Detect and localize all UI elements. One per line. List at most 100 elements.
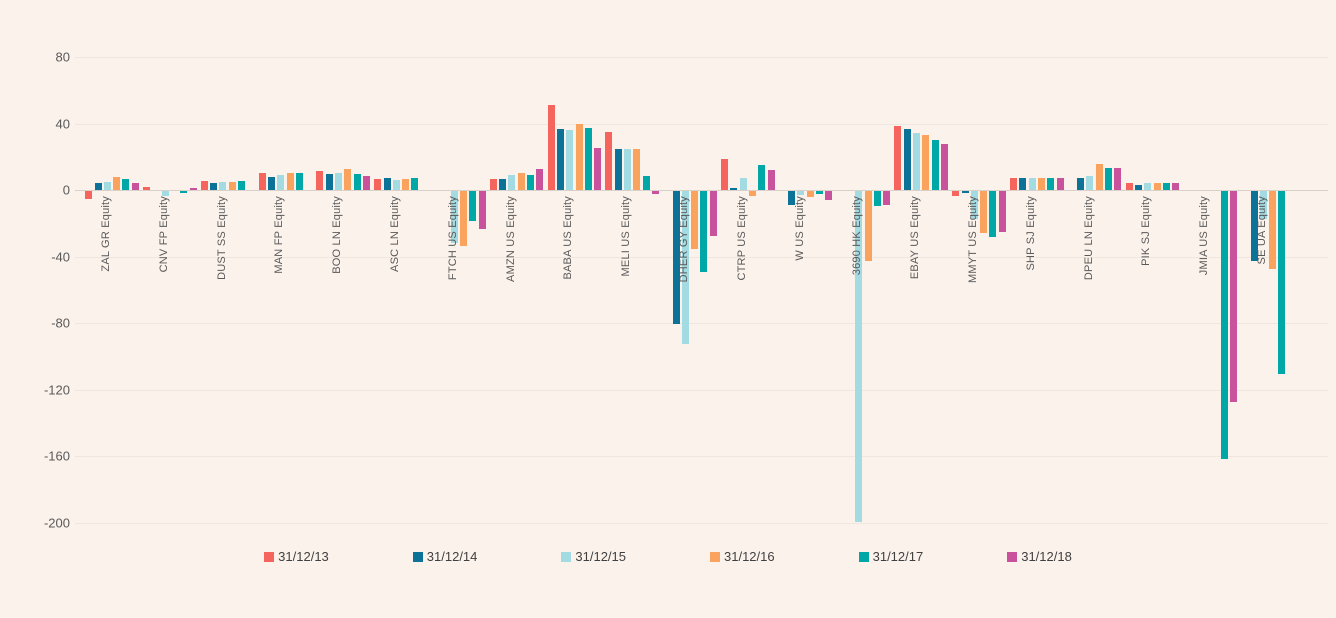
category-label: BOO LN Equity	[331, 196, 344, 274]
legend-label: 31/12/14	[426, 549, 478, 564]
y-tick-label: 80	[55, 49, 70, 65]
bar-man-31-12-14	[267, 176, 275, 190]
category-label: DPEU LN Equity	[1082, 196, 1095, 281]
bar-w-31-12-17	[816, 191, 824, 195]
bar-ctrp-31-12-14	[730, 187, 738, 190]
y-tick-label: 40	[55, 116, 70, 131]
bar-pik-31-12-18	[1172, 183, 1180, 190]
bar-se-31-12-17	[1278, 191, 1286, 374]
bar-boo-31-12-13	[316, 170, 324, 190]
bar-jmia-31-12-18	[1229, 191, 1237, 403]
bar-shp-31-12-13	[1010, 177, 1018, 190]
bar-pik-31-12-16	[1153, 183, 1161, 190]
category-label: MELI US Equity	[620, 196, 633, 277]
bar-ctrp-31-12-16	[748, 191, 756, 196]
legend-swatch	[561, 551, 572, 562]
bar-asc-31-12-16	[402, 179, 410, 190]
legend-item: 31/12/17	[858, 549, 923, 564]
gridline	[75, 456, 1328, 457]
category-label: MMYT US Equity	[967, 196, 979, 283]
bar-se-31-12-16	[1269, 191, 1277, 270]
bar-dher-31-12-17	[700, 191, 708, 273]
y-tick-label: -80	[51, 315, 70, 331]
bar-asc-31-12-17	[411, 178, 419, 190]
bar-se-31-12-15	[1259, 191, 1267, 220]
bar-mmyt-31-12-16	[980, 191, 988, 233]
category-label: DUST SS Equity	[215, 196, 228, 280]
gridline	[75, 57, 1328, 58]
bar-ctrp-31-12-13	[721, 159, 729, 190]
bar-dpeu-31-12-16	[1095, 164, 1103, 190]
gridline	[75, 323, 1328, 324]
category-label: CNV FP Equity	[157, 196, 170, 273]
bar-boo-31-12-17	[353, 174, 361, 190]
bar-ebay-31-12-18	[940, 144, 948, 190]
bar-boo-31-12-18	[362, 175, 370, 190]
y-tick-label: 0	[62, 182, 70, 198]
bar-w-31-12-16	[806, 191, 814, 197]
bar-amzn-31-12-14	[499, 179, 507, 190]
bar-mmyt-31-12-18	[998, 191, 1006, 232]
bar-se-31-12-14	[1250, 191, 1258, 261]
bar-shp-31-12-18	[1056, 178, 1064, 190]
bar-3690-31-12-17	[873, 191, 881, 206]
bar-3690-31-12-16	[864, 191, 872, 261]
category-label: BABA US Equity	[562, 196, 575, 280]
bar-amzn-31-12-16	[517, 173, 525, 190]
bar-baba-31-12-13	[547, 105, 555, 190]
bar-w-31-12-18	[825, 191, 833, 201]
bar-amzn-31-12-15	[508, 175, 516, 190]
bar-ebay-31-12-13	[894, 125, 902, 190]
bar-ftch-31-12-16	[459, 191, 467, 246]
bar-ctrp-31-12-15	[739, 177, 747, 190]
bar-mmyt-31-12-15	[970, 191, 978, 220]
bar-ctrp-31-12-18	[767, 170, 775, 190]
bar-dpeu-31-12-15	[1086, 175, 1094, 190]
bar-cnv-31-12-15	[161, 191, 169, 196]
legend: 31/12/13 31/12/14 31/12/15 31/12/16 31/12/17…	[0, 549, 1336, 564]
bar-dher-31-12-16	[691, 191, 699, 250]
y-tick-label: -120	[43, 382, 70, 397]
gridline	[75, 123, 1328, 125]
legend-swatch	[412, 551, 423, 562]
category-label: ASC LN Equity	[389, 196, 401, 272]
category-label: FTCH US Equity	[446, 196, 459, 281]
bar-ebay-31-12-14	[903, 129, 911, 190]
bar-zal-31-12-13	[85, 191, 93, 200]
bar-amzn-31-12-17	[527, 175, 535, 190]
bar-3690-31-12-18	[883, 191, 891, 206]
bar-asc-31-12-13	[374, 179, 382, 190]
legend-item: 31/12/18	[1007, 549, 1072, 564]
bar-man-31-12-17	[295, 172, 303, 190]
bar-meli-31-12-16	[633, 149, 641, 190]
category-label: CTRP US Equity	[735, 196, 748, 281]
bar-amzn-31-12-13	[489, 179, 497, 190]
bar-dpeu-31-12-14	[1077, 178, 1085, 190]
bar-dust-31-12-13	[200, 180, 208, 190]
bar-shp-31-12-17	[1047, 177, 1055, 190]
legend-label: 31/12/13	[278, 549, 329, 564]
bar-ebay-31-12-15	[913, 132, 921, 190]
bar-baba-31-12-18	[594, 148, 602, 190]
bar-dpeu-31-12-18	[1114, 168, 1122, 190]
category-label: AMZN US Equity	[504, 196, 517, 282]
y-tick-label: -160	[43, 448, 70, 464]
bar-dher-31-12-18	[709, 191, 717, 236]
bar-pik-31-12-17	[1162, 183, 1170, 190]
legend-item: 31/12/15	[561, 549, 626, 564]
bar-ftch-31-12-17	[469, 191, 477, 221]
category-label: ZAL GR Equity	[100, 196, 112, 272]
bar-pik-31-12-13	[1125, 183, 1133, 190]
category-label: MAN FP Equity	[273, 196, 286, 274]
category-label: W US Equity	[793, 196, 806, 261]
bar-dust-31-12-17	[238, 180, 246, 190]
legend-label: 31/12/18	[1021, 549, 1072, 564]
bar-boo-31-12-15	[335, 173, 343, 190]
bar-dpeu-31-12-17	[1105, 168, 1113, 190]
bar-pik-31-12-14	[1134, 185, 1142, 190]
bar-meli-31-12-14	[614, 149, 622, 190]
legend-item: 31/12/16	[710, 549, 775, 564]
bar-man-31-12-13	[258, 172, 266, 190]
bar-zal-31-12-17	[122, 179, 130, 190]
